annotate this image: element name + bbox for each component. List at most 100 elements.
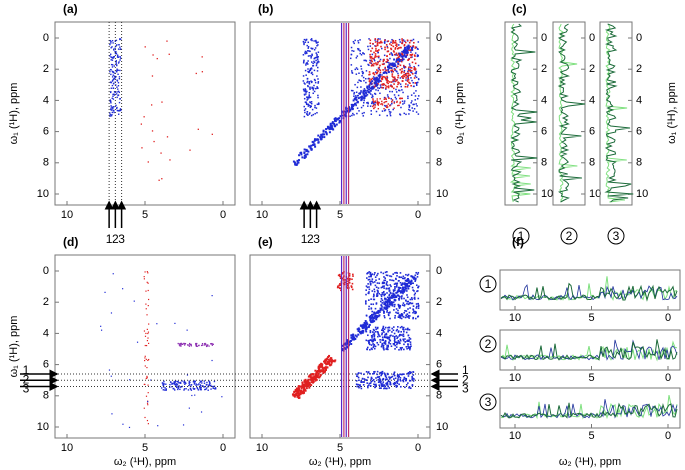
spectrum-dot — [387, 69, 389, 72]
spectrum-dot — [408, 285, 411, 288]
spectrum-dot — [401, 315, 404, 317]
spectrum-dot — [377, 78, 380, 81]
spectrum-dot — [111, 109, 113, 111]
spectrum-dot — [402, 290, 405, 293]
spectrum-dot — [402, 91, 404, 94]
spectrum-dot — [401, 313, 404, 316]
spectrum-dot — [367, 88, 369, 90]
spectrum-dot — [313, 61, 316, 64]
spectrum-dot — [367, 371, 370, 374]
spectrum-dot — [311, 73, 314, 76]
spectrum-dot — [353, 50, 355, 52]
plot-frame — [54, 254, 236, 439]
spectrum-dot — [404, 72, 407, 75]
spectrum-dot — [392, 289, 395, 291]
spectrum-dot — [376, 44, 379, 47]
spectrum-dot — [365, 293, 367, 296]
spectrum-dot — [146, 339, 149, 342]
spectrum-dot — [396, 43, 398, 46]
spectrum-dot — [377, 376, 379, 379]
spectrum-dot — [387, 287, 390, 290]
spectrum-dot — [383, 312, 385, 314]
spectrum-dot — [330, 126, 333, 129]
spectrum-dot — [411, 56, 413, 58]
x-tick-label: 0 — [665, 372, 671, 384]
spectrum-dot — [294, 163, 297, 166]
spectrum-dot — [301, 384, 304, 387]
spectrum-dot — [386, 302, 389, 305]
spectrum-dot — [401, 42, 403, 44]
spectrum-dot — [373, 345, 375, 347]
spectrum-dot — [381, 378, 384, 381]
spectrum-dot — [213, 380, 216, 383]
spectrum-dot — [386, 301, 389, 304]
spectrum-dot — [399, 347, 402, 349]
spectrum-dot — [360, 381, 362, 384]
spectrum-dot — [115, 75, 117, 78]
spectrum-dot — [129, 379, 131, 381]
spectrum-dot — [366, 323, 369, 326]
spectrum-dot — [112, 98, 115, 100]
spectrum-dot — [363, 381, 365, 383]
spectrum-dot — [307, 375, 310, 378]
spectrum-dot — [372, 98, 374, 100]
y-tick-label: 4 — [43, 327, 49, 339]
spectrum-dot — [376, 341, 379, 344]
x-tick-label: 0 — [220, 209, 226, 221]
spectrum-dot — [351, 114, 353, 117]
spectrum-dot — [389, 317, 391, 320]
spectrum-dot — [415, 70, 418, 73]
spectrum-dot — [164, 387, 166, 389]
spectrum-dot — [387, 326, 389, 329]
spectrum-dot — [161, 178, 163, 180]
spectrum-dot — [381, 328, 384, 330]
spectrum-dot — [390, 275, 393, 278]
spectrum-dot — [311, 53, 313, 56]
spectrum-dot — [365, 303, 367, 305]
spectrum-dot — [388, 387, 391, 389]
spectrum-dot — [383, 348, 385, 351]
spectrum-dot — [211, 133, 213, 135]
spectrum-dot — [391, 295, 394, 298]
spectrum-dot — [346, 340, 349, 343]
spectrum-dot — [386, 106, 388, 109]
spectrum-dot — [349, 339, 352, 342]
spectrum-dot — [380, 293, 382, 296]
spectrum-dot — [182, 343, 184, 345]
spectrum-dot — [397, 53, 400, 55]
spectrum-dot — [381, 104, 384, 106]
spectrum-dot — [395, 341, 398, 344]
spectrum-dot — [111, 97, 113, 99]
spectrum-dot — [392, 63, 395, 66]
spectrum-dot — [118, 61, 120, 63]
spectrum-dot — [385, 387, 387, 390]
spectrum-dot — [368, 305, 370, 308]
spectrum-dot — [397, 62, 400, 65]
spectrum-dot — [352, 89, 354, 92]
spectrum-dot — [399, 334, 401, 337]
spectrum-dot — [391, 90, 393, 93]
spectrum-dot — [380, 372, 382, 374]
spectrum-dot — [302, 392, 305, 395]
spectrum-dot — [118, 44, 120, 46]
spectrum-dot — [145, 344, 148, 347]
spectrum-dot — [375, 303, 378, 305]
spectrum-dot — [375, 45, 377, 48]
spectrum-dot — [398, 287, 401, 290]
spectrum-dot — [183, 342, 185, 345]
spectrum-dot — [409, 69, 411, 71]
spectrum-dot — [385, 376, 388, 379]
spectrum-dot — [312, 381, 315, 384]
spectrum-dot — [371, 340, 373, 342]
spectrum-dot — [381, 336, 384, 339]
spectrum-dot — [147, 342, 150, 344]
spectrum-dot — [368, 275, 370, 278]
spectrum-dot — [309, 105, 312, 107]
spectrum-dot — [410, 77, 412, 79]
spectrum-dot — [308, 386, 311, 389]
spectrum-dot — [352, 273, 354, 276]
spectrum-dot — [374, 104, 377, 106]
spectrum-dot — [370, 64, 373, 67]
spectrum-dot — [363, 79, 365, 82]
spectrum-dot — [377, 343, 380, 346]
